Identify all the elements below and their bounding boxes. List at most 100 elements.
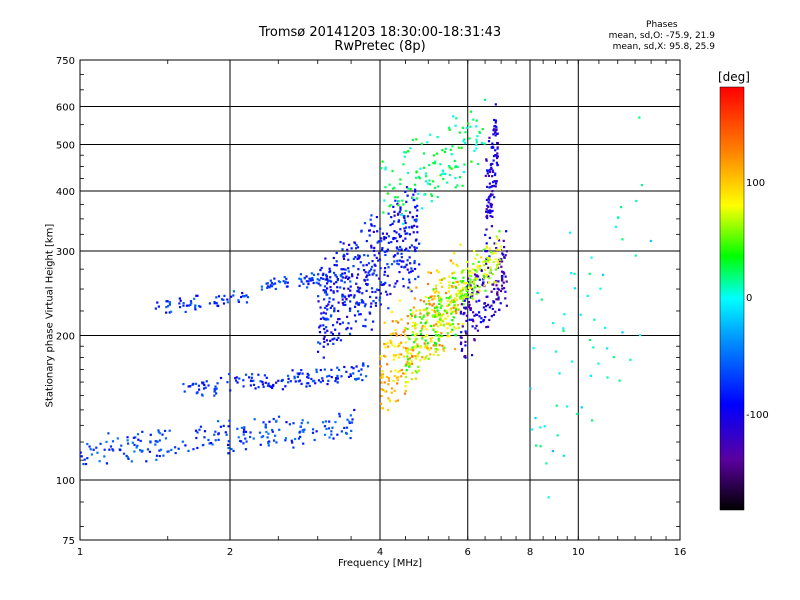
data-point	[331, 426, 334, 429]
data-point	[429, 295, 432, 299]
data-point	[462, 269, 465, 272]
data-point	[446, 335, 449, 338]
x-tick-label: 1	[77, 547, 83, 558]
data-point	[400, 318, 403, 321]
data-point	[491, 307, 494, 311]
data-point	[435, 315, 439, 318]
data-point	[350, 421, 354, 424]
data-point	[447, 290, 450, 293]
data-point	[368, 312, 372, 315]
data-point	[120, 444, 123, 447]
data-point	[358, 302, 361, 305]
data-point	[386, 263, 389, 266]
data-point	[354, 377, 357, 381]
data-point	[216, 382, 219, 385]
data-point	[324, 331, 327, 334]
data-point	[361, 364, 365, 367]
data-point	[450, 330, 453, 333]
data-point	[422, 152, 426, 155]
data-point	[242, 379, 245, 382]
data-point	[484, 233, 487, 237]
colorbar-tick: 0	[746, 293, 753, 304]
data-point	[170, 310, 173, 313]
data-point	[260, 436, 263, 439]
data-point	[432, 344, 435, 347]
data-point	[324, 278, 327, 281]
data-point	[307, 282, 310, 286]
data-point	[488, 277, 491, 280]
data-point	[439, 163, 442, 166]
data-point	[137, 438, 140, 441]
data-point	[214, 385, 217, 388]
data-point	[281, 379, 284, 382]
data-point	[336, 381, 339, 384]
data-point	[421, 356, 424, 359]
data-point	[489, 268, 493, 272]
data-point	[407, 278, 411, 281]
data-point	[292, 422, 295, 425]
data-point	[269, 385, 272, 388]
data-point	[459, 295, 463, 298]
data-point	[245, 294, 248, 297]
data-point	[490, 315, 493, 318]
data-point	[496, 291, 499, 294]
data-point	[214, 387, 217, 391]
data-point	[392, 354, 396, 357]
data-point	[442, 349, 445, 352]
data-point	[495, 235, 498, 238]
data-point	[441, 149, 444, 152]
data-point	[262, 385, 265, 388]
data-point	[412, 231, 415, 234]
data-point	[333, 282, 336, 285]
data-point	[348, 309, 352, 312]
data-point	[383, 250, 386, 253]
data-point	[297, 437, 301, 440]
data-point	[448, 335, 451, 338]
data-point	[436, 330, 439, 334]
data-point	[322, 289, 325, 292]
data-point	[249, 379, 253, 382]
data-point	[606, 347, 609, 350]
data-point	[406, 351, 409, 354]
data-point	[321, 379, 324, 382]
data-point	[495, 156, 499, 160]
data-point	[485, 246, 488, 249]
data-point	[194, 308, 197, 311]
data-point	[412, 193, 415, 196]
data-point	[453, 159, 456, 163]
data-point	[380, 237, 383, 240]
data-point	[399, 208, 402, 211]
data-point	[389, 223, 392, 227]
data-point	[197, 304, 201, 308]
data-point	[319, 324, 322, 327]
data-point	[355, 365, 358, 368]
data-point	[355, 243, 358, 247]
data-point	[488, 306, 491, 309]
data-point	[476, 135, 479, 138]
data-point	[450, 323, 453, 326]
data-point	[474, 257, 477, 260]
data-point	[323, 291, 327, 294]
data-point	[504, 275, 507, 278]
data-point	[317, 379, 321, 382]
data-point	[243, 426, 246, 429]
data-point	[248, 376, 251, 379]
data-point	[237, 436, 240, 439]
data-point	[404, 232, 407, 235]
data-point	[156, 301, 159, 304]
data-point	[396, 382, 399, 385]
data-point	[215, 387, 218, 390]
data-point	[278, 280, 282, 284]
data-point	[493, 118, 496, 122]
data-point	[392, 187, 395, 190]
data-point	[439, 323, 443, 326]
data-point	[155, 454, 159, 457]
data-point	[315, 281, 318, 284]
data-point	[353, 314, 357, 317]
data-point	[491, 283, 494, 286]
data-point	[432, 161, 435, 165]
data-point	[404, 372, 407, 375]
data-point	[458, 131, 462, 134]
data-point	[331, 304, 334, 307]
data-point	[183, 390, 186, 393]
